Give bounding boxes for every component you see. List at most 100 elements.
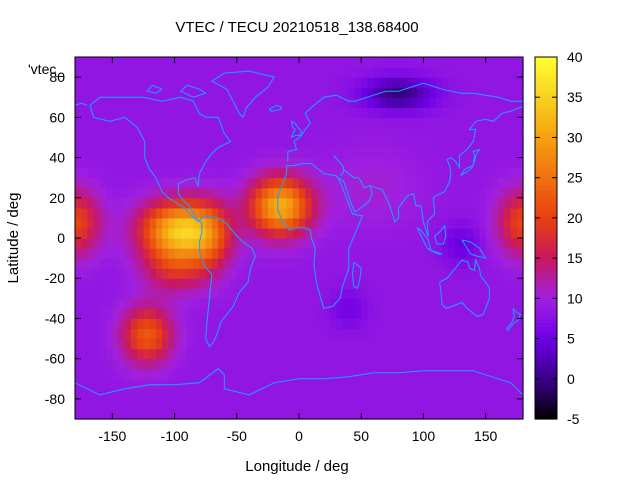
heatmap-cell <box>193 408 201 420</box>
heatmap-cell <box>75 258 82 269</box>
heatmap-cell <box>124 137 132 149</box>
heatmap-cell <box>286 177 294 189</box>
heatmap-cell <box>398 127 406 139</box>
heatmap-cell <box>491 258 499 269</box>
colorbar-segment <box>535 209 557 215</box>
heatmap-cell <box>429 328 437 340</box>
heatmap-cell <box>510 137 518 149</box>
heatmap-cell <box>411 258 418 269</box>
heatmap-cell <box>379 167 387 179</box>
heatmap-cell <box>211 197 219 209</box>
heatmap-cell <box>367 378 375 390</box>
heatmap-cell <box>317 338 325 350</box>
heatmap-cell <box>149 57 157 68</box>
heatmap-cell <box>411 217 418 229</box>
heatmap-cell <box>498 238 505 249</box>
heatmap-cell <box>75 197 82 209</box>
heatmap-cell <box>255 147 263 159</box>
heatmap-cell <box>323 197 331 209</box>
heatmap-cell <box>386 328 393 340</box>
heatmap-cell <box>460 408 468 420</box>
colorbar-segment <box>535 189 557 195</box>
heatmap-cell <box>112 328 120 340</box>
heatmap-cell <box>448 368 456 380</box>
coastline <box>198 215 256 348</box>
heatmap-cell <box>162 278 169 289</box>
heatmap-cell <box>187 97 194 108</box>
heatmap-cell <box>386 167 393 179</box>
heatmap-cell <box>81 248 89 259</box>
heatmap-cell <box>392 248 400 259</box>
heatmap-cell <box>87 227 95 239</box>
heatmap-cell <box>124 258 132 269</box>
heatmap-cell <box>417 358 425 370</box>
heatmap-cell <box>342 348 350 360</box>
heatmap-cell <box>411 288 418 299</box>
heatmap-cell <box>336 67 344 78</box>
heatmap-cell <box>280 268 288 279</box>
heatmap-cell <box>361 117 369 128</box>
heatmap-cell <box>131 197 138 209</box>
heatmap-cell <box>491 217 499 229</box>
heatmap-cell <box>224 288 232 299</box>
heatmap-cell <box>230 107 238 118</box>
heatmap-cell <box>174 388 182 400</box>
colorbar-segment <box>535 193 557 199</box>
heatmap-cell <box>236 217 244 229</box>
heatmap-cell <box>106 127 113 139</box>
heatmap-cell <box>323 288 331 299</box>
heatmap-cell <box>473 238 481 249</box>
heatmap-cell <box>442 368 449 380</box>
heatmap-cell <box>442 408 449 420</box>
heatmap-cell <box>180 127 188 139</box>
heatmap-cell <box>460 67 468 78</box>
heatmap-cell <box>379 378 387 390</box>
heatmap-cell <box>386 117 393 128</box>
heatmap-cell <box>193 207 201 219</box>
heatmap-cell <box>243 157 250 169</box>
heatmap-cell <box>93 207 101 219</box>
heatmap-cell <box>392 97 400 108</box>
heatmap-cell <box>342 147 350 159</box>
heatmap-cell <box>93 268 101 279</box>
heatmap-cell <box>249 97 257 108</box>
heatmap-cell <box>299 227 306 239</box>
heatmap-cell <box>429 248 437 259</box>
heatmap-cell <box>379 268 387 279</box>
heatmap-cell <box>162 298 169 309</box>
heatmap-cell <box>435 227 443 239</box>
heatmap-cell <box>510 238 518 249</box>
heatmap-cell <box>429 368 437 380</box>
heatmap-cell <box>261 137 269 149</box>
heatmap-cell <box>180 197 188 209</box>
heatmap-cell <box>317 217 325 229</box>
heatmap-cell <box>75 77 82 88</box>
heatmap-cell <box>379 147 387 159</box>
heatmap-cell <box>280 57 288 68</box>
heatmap-cell <box>199 368 207 380</box>
heatmap-cell <box>510 207 518 219</box>
heatmap-cell <box>386 67 393 78</box>
heatmap-cell <box>218 117 225 128</box>
heatmap-cell <box>81 348 89 360</box>
heatmap-cell <box>218 298 225 309</box>
heatmap-cell <box>87 97 95 108</box>
heatmap-cell <box>292 57 300 68</box>
heatmap-cell <box>224 258 232 269</box>
heatmap-cell <box>498 147 505 159</box>
heatmap-cell <box>423 238 431 249</box>
heatmap-cell <box>286 338 294 350</box>
heatmap-cell <box>112 67 120 78</box>
heatmap-cell <box>193 167 201 179</box>
heatmap-cell <box>267 328 275 340</box>
heatmap-cell <box>255 308 263 320</box>
heatmap-cell <box>473 157 481 169</box>
heatmap-cell <box>429 187 437 199</box>
heatmap-cell <box>392 238 400 249</box>
coastline <box>290 120 303 138</box>
heatmap-cell <box>460 338 468 350</box>
heatmap-cell <box>504 408 512 420</box>
heatmap-cell <box>491 388 499 400</box>
heatmap-cell <box>398 187 406 199</box>
heatmap-cell <box>280 77 288 88</box>
